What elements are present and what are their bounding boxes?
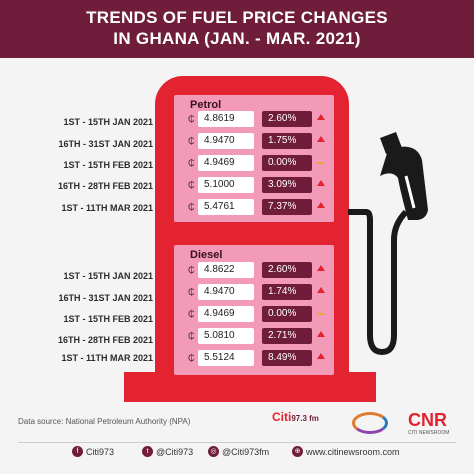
cedi-symbol: ₵ [188,136,195,146]
social-handle: @Citi973fm [222,446,270,457]
petrol-change: 2.60% [262,111,312,127]
title-line-2: IN GHANA (JAN. - MAR. 2021) [113,29,361,48]
citi-logo-text: Citi [272,410,292,424]
social-handle: @Citi973 [156,446,194,457]
title-line-1: TRENDS OF FUEL PRICE CHANGES [86,8,388,27]
petrol-row: ₵ 4.8619 2.60% [174,111,334,128]
petrol-title: Petrol [190,99,222,111]
up-arrow-icon [317,353,325,359]
cedi-symbol: ₵ [188,309,195,319]
no-change-icon [317,313,324,315]
social-item[interactable]: f Citi973 [72,446,114,457]
social-item[interactable]: t @Citi973 [142,446,193,457]
instagram-icon: ◎ [208,446,219,457]
ring-logo-icon [352,412,388,434]
diesel-price: 5.5124 [198,350,254,366]
cedi-symbol: ₵ [188,287,195,297]
social-item[interactable]: ◎ @Citi973fm [208,446,269,457]
up-arrow-icon [317,180,325,186]
up-arrow-icon [317,114,325,120]
diesel-price: 5.0810 [198,328,254,344]
diesel-row: ₵ 4.9470 1.74% [174,284,334,301]
no-change-icon [317,162,324,164]
diesel-row: ₵ 4.8622 2.60% [174,262,334,279]
diesel-price: 4.9470 [198,284,254,300]
petrol-price: 5.4761 [198,199,254,215]
petrol-row: ₵ 5.4761 7.37% [174,199,334,216]
cedi-symbol: ₵ [188,114,195,124]
diesel-change: 1.74% [262,284,312,300]
petrol-period-label: 16TH - 28TH FEB 2021 [57,181,153,191]
diesel-change: 2.60% [262,262,312,278]
citi-freq: 97.3 fm [291,414,319,423]
petrol-period-label: 1ST - 15TH JAN 2021 [63,117,153,127]
facebook-icon: f [72,446,83,457]
petrol-change: 1.75% [262,133,312,149]
cedi-symbol: ₵ [188,331,195,341]
petrol-change: 0.00% [262,155,312,171]
up-arrow-icon [317,136,325,142]
social-item[interactable]: ⊕ www.citinewsroom.com [292,446,400,457]
web-icon: ⊕ [292,446,303,457]
petrol-row: ₵ 4.9470 1.75% [174,133,334,150]
petrol-panel: Petrol ₵ 4.8619 2.60% ₵ 4.9470 1.75% ₵ 4.9469 0.… [174,95,334,222]
petrol-period-label: 1ST - 11TH MAR 2021 [61,203,153,213]
diesel-row: ₵ 4.9469 0.00% [174,306,334,323]
diesel-period-label: 1ST - 11TH MAR 2021 [61,353,153,363]
petrol-change: 3.09% [262,177,312,193]
diesel-period-label: 16TH - 28TH FEB 2021 [57,335,153,345]
diesel-row: ₵ 5.5124 8.49% [174,350,334,367]
petrol-period-label: 1ST - 15TH FEB 2021 [63,160,153,170]
petrol-price: 4.8619 [198,111,254,127]
citi-logo: Citi97.3 fm [272,410,319,424]
cnr-subtitle: CITI NEWSROOM [408,430,450,436]
up-arrow-icon [317,331,325,337]
diesel-change: 8.49% [262,350,312,366]
petrol-price: 4.9470 [198,133,254,149]
fuel-pump-base [124,372,376,402]
header-banner: TRENDS OF FUEL PRICE CHANGES IN GHANA (J… [0,0,474,58]
diesel-price: 4.8622 [198,262,254,278]
petrol-price: 5.1000 [198,177,254,193]
diesel-period-label: 1ST - 15TH JAN 2021 [63,271,153,281]
petrol-row: ₵ 4.9469 0.00% [174,155,334,172]
cedi-symbol: ₵ [188,158,195,168]
diesel-period-label: 16TH - 31ST JAN 2021 [58,293,153,303]
up-arrow-icon [317,265,325,271]
cedi-symbol: ₵ [188,180,195,190]
social-handle: Citi973 [86,446,115,457]
petrol-change: 7.37% [262,199,312,215]
cedi-symbol: ₵ [188,353,195,363]
diesel-panel: Diesel ₵ 4.8622 2.60% ₵ 4.9470 1.74% ₵ 4.9469 0.… [174,245,334,375]
petrol-price: 4.9469 [198,155,254,171]
cedi-symbol: ₵ [188,265,195,275]
twitter-icon: t [142,446,153,457]
petrol-row: ₵ 5.1000 3.09% [174,177,334,194]
cedi-symbol: ₵ [188,202,195,212]
diesel-row: ₵ 5.0810 2.71% [174,328,334,345]
footer-divider [18,442,456,443]
nozzle-icon [348,132,428,356]
diesel-change: 2.71% [262,328,312,344]
social-handle: www.citinewsroom.com [306,446,400,457]
up-arrow-icon [317,287,325,293]
diesel-price: 4.9469 [198,306,254,322]
diesel-title: Diesel [190,249,223,261]
petrol-period-label: 16TH - 31ST JAN 2021 [58,139,153,149]
up-arrow-icon [317,202,325,208]
cnr-logo: CNR [408,410,447,430]
diesel-period-label: 1ST - 15TH FEB 2021 [63,314,153,324]
diesel-change: 0.00% [262,306,312,322]
data-source-text: Data source: National Petroleum Authorit… [18,417,191,426]
